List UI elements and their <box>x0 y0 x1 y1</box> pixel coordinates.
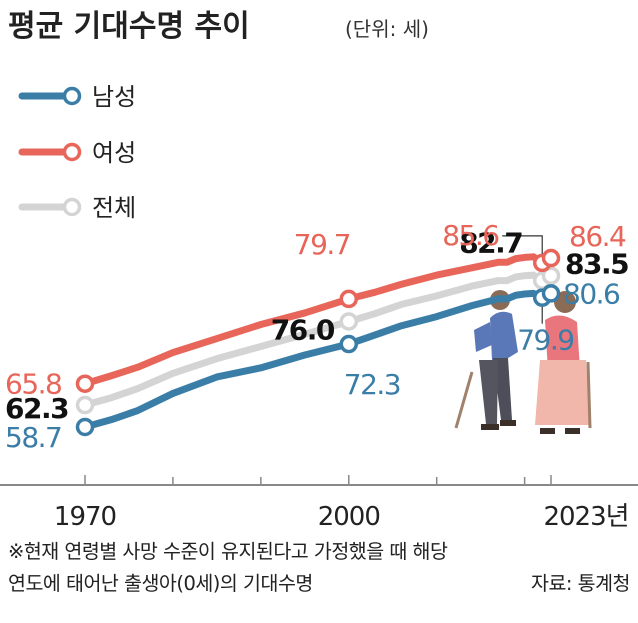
data-label: 86.4 <box>569 220 626 253</box>
data-label: 79.9 <box>517 324 573 357</box>
elderly-couple-with-canes-icon <box>454 290 592 434</box>
x-tick-label: 1970 <box>54 502 116 532</box>
data-label: 65.8 <box>5 368 61 401</box>
legend-label: 남성 <box>92 83 136 111</box>
chart-title: 평균 기대수명 추이 <box>8 9 250 44</box>
data-label: 72.3 <box>344 368 400 401</box>
data-point-marker <box>541 248 561 268</box>
x-tick-label: 2023년 <box>543 502 628 532</box>
data-point-marker <box>339 334 359 354</box>
data-labels: 62.3 76.0 82.7 83.5 58.7 72.3 79.9 80.6 65.8 79.7… <box>5 219 630 454</box>
footnote-line-1: ※현재 연령별 사망 수준이 유지된다고 가정했을 때 해당 <box>8 540 448 563</box>
series-markers <box>75 248 561 437</box>
data-label: 83.5 <box>565 248 628 281</box>
legend-label: 여성 <box>92 139 136 167</box>
data-label: 85.6 <box>442 219 499 252</box>
data-point-marker <box>75 417 95 437</box>
data-label: 82.7 <box>459 227 522 260</box>
series-line-남성 <box>81 289 555 431</box>
data-point-marker <box>75 374 95 393</box>
data-label: 58.7 <box>5 421 61 454</box>
legend-label: 전체 <box>92 194 136 222</box>
legend-swatch-marker <box>62 197 82 217</box>
data-point-marker <box>75 395 95 415</box>
data-label: 76.0 <box>271 313 335 346</box>
legend-swatch-marker <box>62 142 82 162</box>
series-lines <box>81 253 555 431</box>
data-label: 79.7 <box>294 228 350 261</box>
x-tick-label: 2000 <box>318 502 380 532</box>
footnote-line-2: 연도에 태어난 출생아(0세)의 기대수명 <box>8 572 313 595</box>
source-label: 자료: 통계청 <box>531 572 630 595</box>
data-point-marker <box>541 266 561 285</box>
callout-line <box>502 235 543 254</box>
legend-swatch-marker <box>62 86 82 106</box>
data-label: 80.6 <box>563 277 620 310</box>
data-label: 62.3 <box>5 392 68 425</box>
data-point-marker <box>339 312 359 331</box>
data-point-marker <box>339 289 359 309</box>
callouts <box>502 235 543 324</box>
unit-label: (단위: 세) <box>345 17 429 41</box>
series-line-전체 <box>81 271 555 409</box>
series-line-여성 <box>81 253 555 388</box>
x-axis: 1970 2000 2023년 <box>54 475 630 532</box>
data-point-marker <box>541 284 561 303</box>
